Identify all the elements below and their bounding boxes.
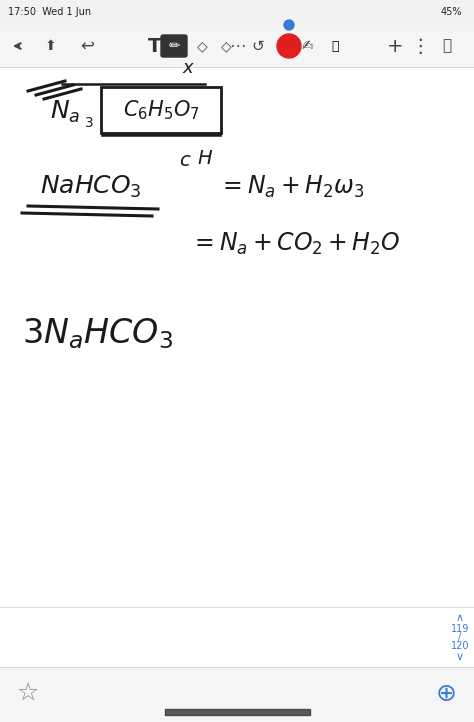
Text: $N_a$: $N_a$ [50,99,80,125]
FancyBboxPatch shape [161,35,187,57]
Text: ✊: ✊ [279,39,287,53]
Text: $\mathit{c}$: $\mathit{c}$ [179,150,191,170]
Text: /: / [458,632,462,642]
Text: +: + [387,37,403,56]
Text: ↩: ↩ [80,37,94,55]
Text: ⋯: ⋯ [228,37,246,55]
Circle shape [284,20,294,30]
Text: 17:50  Wed 1 Jun: 17:50 Wed 1 Jun [8,7,91,17]
Text: ⧉: ⧉ [442,38,452,53]
Text: ∨: ∨ [456,652,464,662]
Text: ✍: ✍ [302,39,314,53]
Text: 🎤: 🎤 [331,40,339,53]
Text: ✏: ✏ [168,39,180,53]
Text: ◇: ◇ [197,39,207,53]
Text: ∧: ∧ [456,613,464,623]
Text: $C_6H_5O_7$: $C_6H_5O_7$ [123,98,199,122]
Text: T: T [148,37,162,56]
Text: x: x [182,59,193,77]
Circle shape [277,34,301,58]
Text: $= N_a + H_2\omega_3$: $= N_a + H_2\omega_3$ [218,174,365,200]
Text: $_3$: $_3$ [84,110,94,129]
Text: $= N_a + CO_2 + H_2O$: $= N_a + CO_2 + H_2O$ [190,231,401,257]
FancyBboxPatch shape [101,87,221,133]
Text: $H$: $H$ [197,149,213,168]
Text: ↺: ↺ [252,38,264,53]
Text: ◇: ◇ [221,39,231,53]
Text: 120: 120 [451,641,469,651]
Text: ☆: ☆ [17,682,39,706]
Text: ⊕: ⊕ [436,682,456,706]
Text: 45%: 45% [440,7,462,17]
Text: $NaHCO_3$: $NaHCO_3$ [40,174,142,200]
Text: ⋮: ⋮ [410,37,430,56]
Text: 119: 119 [451,624,469,634]
Text: ⬆: ⬆ [44,39,56,53]
Text: $3N_aHCO_3$: $3N_aHCO_3$ [22,317,173,352]
